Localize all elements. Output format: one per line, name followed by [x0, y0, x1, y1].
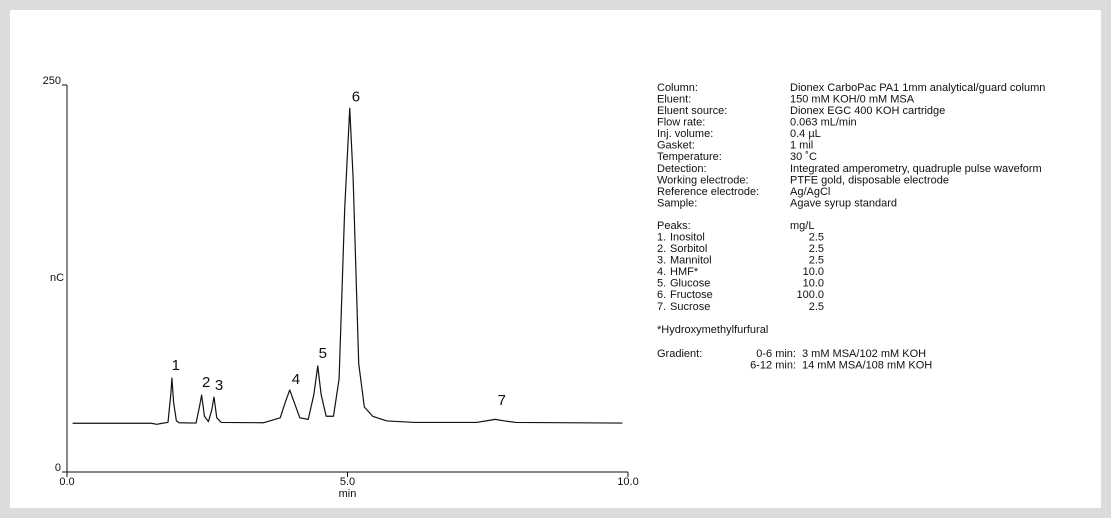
peak-amount: 10.0	[803, 278, 824, 290]
peaks-unit: mg/L	[790, 220, 814, 232]
peak-name: Sucrose	[670, 301, 710, 313]
condition-label: Eluent:	[657, 93, 691, 105]
trace	[72, 107, 623, 425]
condition-label: Sample:	[657, 197, 697, 209]
condition-value: Ag/AgCl	[790, 186, 830, 198]
peak-name: Glucose	[670, 278, 710, 290]
condition-value: 0.063 mL/min	[790, 117, 857, 129]
peak-amount: 2.5	[809, 301, 824, 313]
gradient-time: 6-12 min:	[750, 359, 796, 371]
peak-number: 2.	[657, 243, 666, 255]
x-tick-label: 0.0	[59, 476, 74, 488]
peak-number: 6.	[657, 289, 666, 301]
condition-label: Working electrode:	[657, 174, 749, 186]
peak-number: 5.	[657, 278, 666, 290]
condition-value: 1 mil	[790, 140, 813, 152]
peak-number: 4.	[657, 266, 666, 278]
x-axis-label: min	[339, 488, 357, 500]
peak-label: 1	[172, 357, 180, 374]
condition-label: Reference electrode:	[657, 186, 759, 198]
x-tick-label: 5.0	[340, 476, 355, 488]
x-tick-label: 10.0	[617, 476, 638, 488]
condition-label: Inj. volume:	[657, 128, 713, 140]
peak-label: 2	[202, 374, 210, 391]
peak-label: 3	[215, 377, 223, 394]
peak-amount: 10.0	[803, 266, 824, 278]
peak-label: 5	[319, 345, 327, 362]
condition-value: Dionex CarboPac PA1 1mm analytical/guard…	[790, 82, 1045, 94]
peak-amount: 2.5	[809, 231, 824, 243]
gradient-label: Gradient:	[657, 348, 702, 360]
condition-value: 150 mM KOH/0 mM MSA	[790, 93, 915, 105]
condition-value: Agave syrup standard	[790, 197, 897, 209]
peak-label: 6	[352, 88, 360, 105]
peak-amount: 2.5	[809, 255, 824, 267]
peak-number: 7.	[657, 301, 666, 313]
gradient-value: 14 mM MSA/108 mM KOH	[802, 359, 932, 371]
peaks-label: Peaks:	[657, 220, 691, 232]
panel: 0 250 0.0 5.0 10.0 nC min 1 2 3 4 5 6 7 Column: Dionex …	[10, 10, 1101, 508]
condition-value: PTFE gold, disposable electrode	[790, 174, 949, 186]
condition-label: Detection:	[657, 163, 707, 175]
condition-label: Flow rate:	[657, 117, 705, 129]
peak-number: 3.	[657, 255, 666, 267]
condition-value: 0.4 µL	[790, 128, 821, 140]
condition-label: Eluent source:	[657, 105, 727, 117]
y-tick-label: 250	[43, 75, 61, 87]
condition-value: Dionex EGC 400 KOH cartridge	[790, 105, 945, 117]
peak-name: Sorbitol	[670, 243, 707, 255]
condition-label: Column:	[657, 82, 698, 94]
footnote: *Hydroxymethylfurfural	[657, 324, 768, 336]
condition-label: Gasket:	[657, 140, 695, 152]
gradient-time: 0-6 min:	[756, 348, 796, 360]
gradient-value: 3 mM MSA/102 mM KOH	[802, 348, 926, 360]
y-tick-label: 0	[55, 462, 61, 474]
peak-label: 7	[498, 392, 506, 409]
peak-number: 1.	[657, 231, 666, 243]
peak-name: Inositol	[670, 231, 705, 243]
peak-name: Mannitol	[670, 255, 712, 267]
peak-name: Fructose	[670, 289, 713, 301]
peak-amount: 100.0	[796, 289, 824, 301]
y-axis-label: nC	[50, 272, 64, 284]
peak-name: HMF*	[670, 266, 699, 278]
peak-amount: 2.5	[809, 243, 824, 255]
peak-label: 4	[292, 371, 300, 388]
condition-value: Integrated amperometry, quadruple pulse …	[790, 163, 1042, 175]
condition-value: 30 ˚C	[790, 151, 817, 163]
condition-label: Temperature:	[657, 151, 722, 163]
